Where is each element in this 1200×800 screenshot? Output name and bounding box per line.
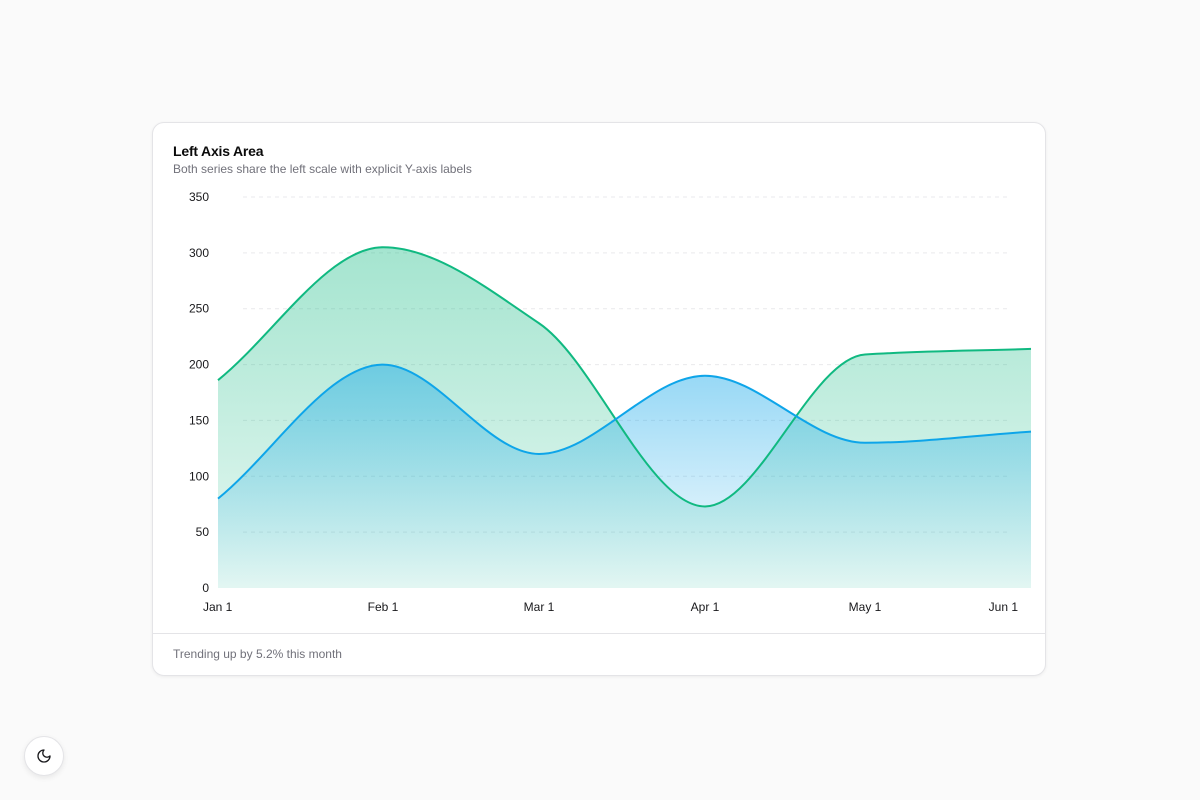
theme-toggle-button[interactable] [24, 736, 64, 776]
x-tick-label: Jan 1 [203, 600, 233, 614]
moon-icon [37, 749, 51, 763]
card-description: Both series share the left scale with ex… [173, 162, 472, 176]
chart-card: Left Axis Area Both series share the lef… [152, 122, 1046, 676]
y-tick-label: 200 [189, 358, 209, 372]
footer-trend-text: Trending up by 5.2% this month [173, 647, 342, 661]
y-tick-label: 100 [189, 469, 209, 483]
x-tick-label: May 1 [849, 600, 882, 614]
card-footer: Trending up by 5.2% this month [153, 633, 1045, 675]
series-line-blue [217, 363, 1032, 500]
y-tick-label: 50 [196, 525, 210, 539]
y-tick-label: 300 [189, 246, 209, 260]
x-tick-label: Jun 1 [989, 600, 1019, 614]
series-group [217, 246, 1032, 588]
y-tick-label: 150 [189, 413, 209, 427]
y-tick-label: 350 [189, 190, 209, 204]
x-tick-label: Feb 1 [368, 600, 399, 614]
x-axis: Jan 1 Feb 1 Mar 1 Apr 1 May 1 Jun 1 [203, 600, 1018, 614]
x-tick-label: Mar 1 [524, 600, 555, 614]
series-line-green [217, 246, 1032, 508]
x-tick-label: Apr 1 [691, 600, 720, 614]
y-tick-label: 250 [189, 302, 209, 316]
card-title: Left Axis Area [173, 143, 264, 159]
area-chart: 0 50 100 150 200 250 300 350 Jan 1 Feb 1 Mar 1 Apr… [189, 190, 1032, 614]
chart-area: 0 50 100 150 200 250 300 350 Jan 1 Feb 1 Mar 1 Apr… [153, 185, 1045, 615]
y-tick-label: 0 [202, 581, 209, 595]
y-axis: 0 50 100 150 200 250 300 350 [189, 190, 209, 595]
series-area-blue [218, 364, 1031, 588]
